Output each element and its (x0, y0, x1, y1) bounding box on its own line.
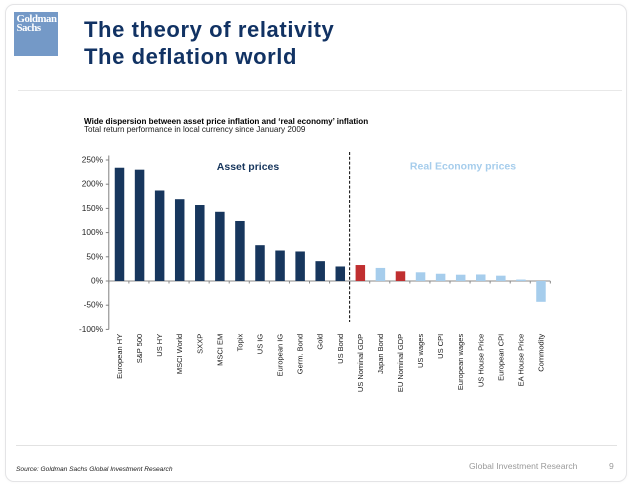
svg-text:-50%: -50% (84, 300, 104, 310)
svg-text:US HY: US HY (155, 334, 164, 357)
svg-text:US wages: US wages (416, 334, 425, 368)
svg-text:US CPI: US CPI (436, 334, 445, 359)
svg-text:150%: 150% (82, 203, 104, 213)
svg-text:50%: 50% (86, 251, 103, 261)
svg-text:200%: 200% (82, 179, 104, 189)
svg-text:-100%: -100% (79, 324, 104, 334)
svg-text:100%: 100% (82, 227, 104, 237)
svg-text:US House Price: US House Price (476, 334, 485, 387)
svg-text:MSCI World: MSCI World (175, 334, 184, 374)
svg-text:0%: 0% (91, 276, 104, 286)
svg-text:MSCI EM: MSCI EM (215, 334, 224, 366)
svg-text:Topix: Topix (235, 334, 244, 352)
svg-text:Real Economy prices: Real Economy prices (410, 161, 516, 173)
svg-text:European IG: European IG (276, 334, 285, 377)
svg-text:SXXP: SXXP (195, 334, 204, 354)
svg-text:Gold: Gold (316, 334, 325, 350)
svg-text:Asset prices: Asset prices (217, 161, 280, 173)
svg-text:US Nominal GDP: US Nominal GDP (356, 334, 365, 392)
svg-text:US Bond: US Bond (336, 334, 345, 364)
svg-text:US IG: US IG (255, 334, 264, 355)
svg-text:EU Nominal GDP: EU Nominal GDP (396, 334, 405, 392)
svg-text:Germ. Bond: Germ. Bond (296, 334, 305, 374)
svg-text:European CPI: European CPI (496, 334, 505, 381)
svg-text:European wages: European wages (456, 334, 465, 391)
svg-text:Commodity: Commodity (536, 334, 545, 372)
svg-text:European HY: European HY (115, 334, 124, 379)
svg-text:S&P 500: S&P 500 (135, 334, 144, 363)
svg-text:EA House Price: EA House Price (516, 334, 525, 387)
svg-text:Japan Bond: Japan Bond (376, 334, 385, 374)
svg-text:250%: 250% (82, 155, 104, 165)
